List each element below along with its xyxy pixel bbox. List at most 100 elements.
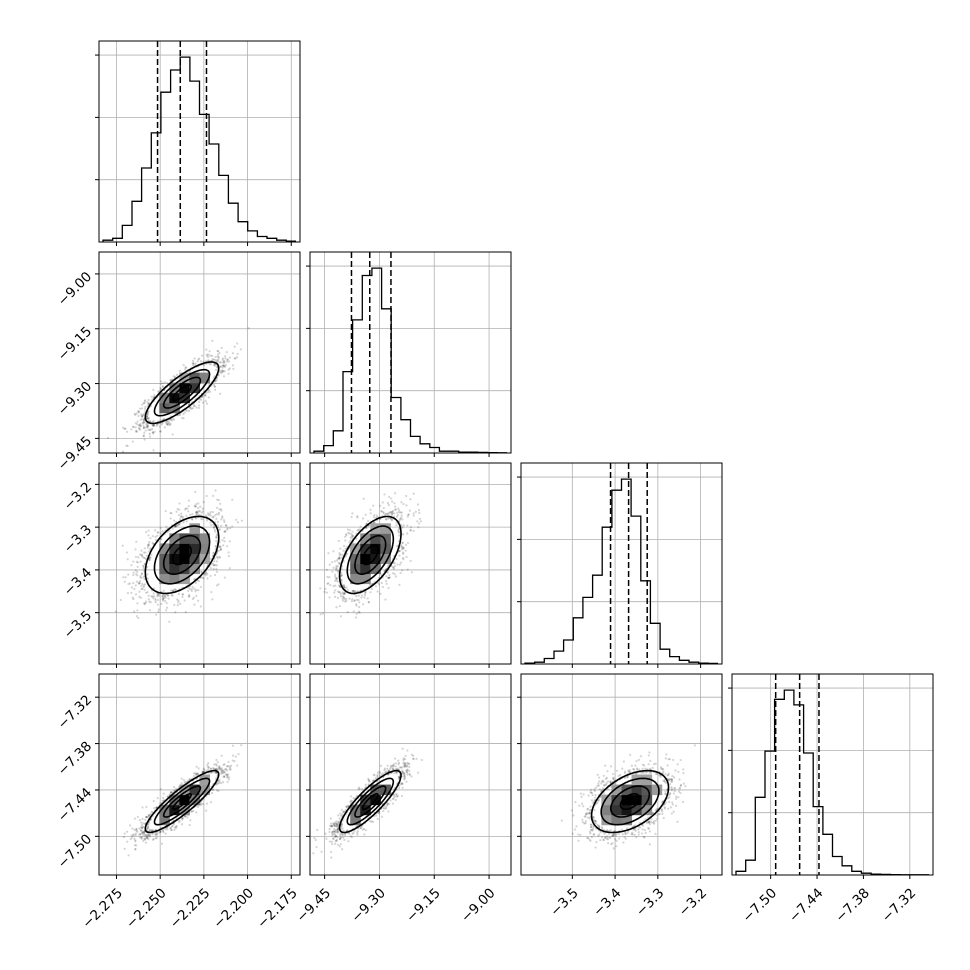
scatter-point — [204, 514, 208, 517]
scatter-point — [214, 388, 217, 391]
scatter-point — [615, 845, 618, 848]
scatter-point — [633, 824, 637, 827]
scatter-point — [171, 419, 174, 422]
scatter-point — [147, 417, 150, 420]
scatter-point — [139, 553, 142, 556]
scatter-point — [348, 541, 351, 544]
scatter-point — [179, 515, 183, 518]
scatter-point — [195, 511, 199, 514]
scatter-point — [383, 771, 386, 774]
histogram-panel-3 — [728, 673, 934, 876]
scatter-point — [133, 610, 136, 613]
scatter-point — [186, 816, 189, 819]
scatter-point — [648, 822, 652, 826]
scatter-point — [387, 576, 390, 580]
scatter-point — [214, 489, 217, 492]
scatter-point — [351, 512, 354, 515]
scatter-point — [339, 592, 342, 596]
scatter-point — [165, 525, 168, 528]
scatter-point — [215, 567, 218, 571]
scatter-point — [402, 524, 405, 527]
scatter-point — [331, 842, 334, 846]
scatter-point — [221, 370, 224, 373]
y-tick-label-p3: −7.32 — [55, 692, 96, 733]
density-cell — [179, 382, 190, 394]
scatter-point — [675, 797, 678, 800]
scatter-point — [404, 549, 407, 552]
scatter-point — [389, 767, 392, 770]
scatter-point — [378, 774, 382, 777]
scatter-point — [671, 774, 674, 778]
scatter-point — [338, 557, 341, 560]
scatter-point — [391, 802, 395, 805]
scatter-point — [615, 833, 618, 836]
scatter-point — [583, 815, 586, 818]
scatter-point — [217, 789, 220, 792]
scatter-point — [233, 357, 236, 360]
density-cell — [169, 563, 180, 575]
scatter-point — [401, 782, 404, 786]
scatter-point — [356, 831, 359, 834]
scatter-point — [146, 413, 150, 416]
scatter-point — [147, 834, 150, 837]
scatter-point — [406, 773, 409, 776]
scatter-point — [337, 820, 340, 824]
scatter-point — [209, 510, 212, 514]
contour-2sigma — [144, 769, 220, 834]
scatter-point — [404, 776, 407, 779]
scatter-point — [224, 355, 227, 358]
density-cell — [360, 573, 371, 585]
panel-content — [122, 744, 243, 857]
scatter-point — [137, 581, 140, 585]
scatter-point — [166, 382, 169, 385]
scatter-point — [406, 765, 409, 768]
contour-1sigma — [354, 785, 387, 818]
scatter-point — [174, 588, 177, 591]
scatter-point — [189, 819, 192, 822]
scatter-point — [196, 360, 199, 363]
scatter-point — [343, 596, 346, 599]
scatter-point — [332, 822, 335, 825]
scatter-point — [167, 422, 170, 425]
scatter-point — [623, 776, 627, 780]
scatter-point — [169, 791, 173, 794]
scatter-point — [349, 795, 353, 798]
scatter-point — [333, 579, 337, 582]
scatter-point — [195, 765, 198, 768]
scatter-point — [221, 769, 224, 772]
scatter-point — [174, 375, 177, 379]
scatter-point — [191, 597, 195, 601]
scatter-point — [643, 829, 647, 832]
scatter-point — [356, 830, 359, 833]
scatter-point — [122, 576, 125, 579]
scatter-point — [182, 779, 186, 782]
scatter-point — [209, 801, 213, 804]
scatter-point — [190, 407, 193, 411]
scatter-point — [602, 839, 605, 842]
scatter-point — [222, 763, 225, 767]
scatter-point — [213, 385, 216, 388]
scatter-point — [403, 757, 407, 761]
density-cell — [350, 573, 361, 585]
scatter-point — [135, 615, 138, 618]
scatter-point — [592, 826, 595, 829]
scatter-point — [216, 355, 219, 358]
scatter-point — [190, 810, 194, 813]
scatter-point — [212, 358, 215, 361]
scatter-point — [211, 510, 215, 514]
scatter-point — [643, 836, 646, 839]
scatter-point — [142, 564, 145, 567]
scatter-point — [382, 511, 385, 514]
scatter-point — [219, 547, 223, 550]
scatter-point — [203, 572, 207, 576]
scatter-point — [670, 778, 674, 781]
scatter-point — [338, 562, 341, 565]
scatter-point — [340, 823, 344, 826]
scatter-point — [144, 405, 147, 408]
scatter-point — [200, 570, 203, 573]
scatter-point — [136, 565, 139, 568]
scatter-point — [140, 418, 144, 421]
scatter-point — [367, 601, 370, 604]
density-cell — [631, 804, 643, 816]
scatter-point — [138, 833, 141, 836]
